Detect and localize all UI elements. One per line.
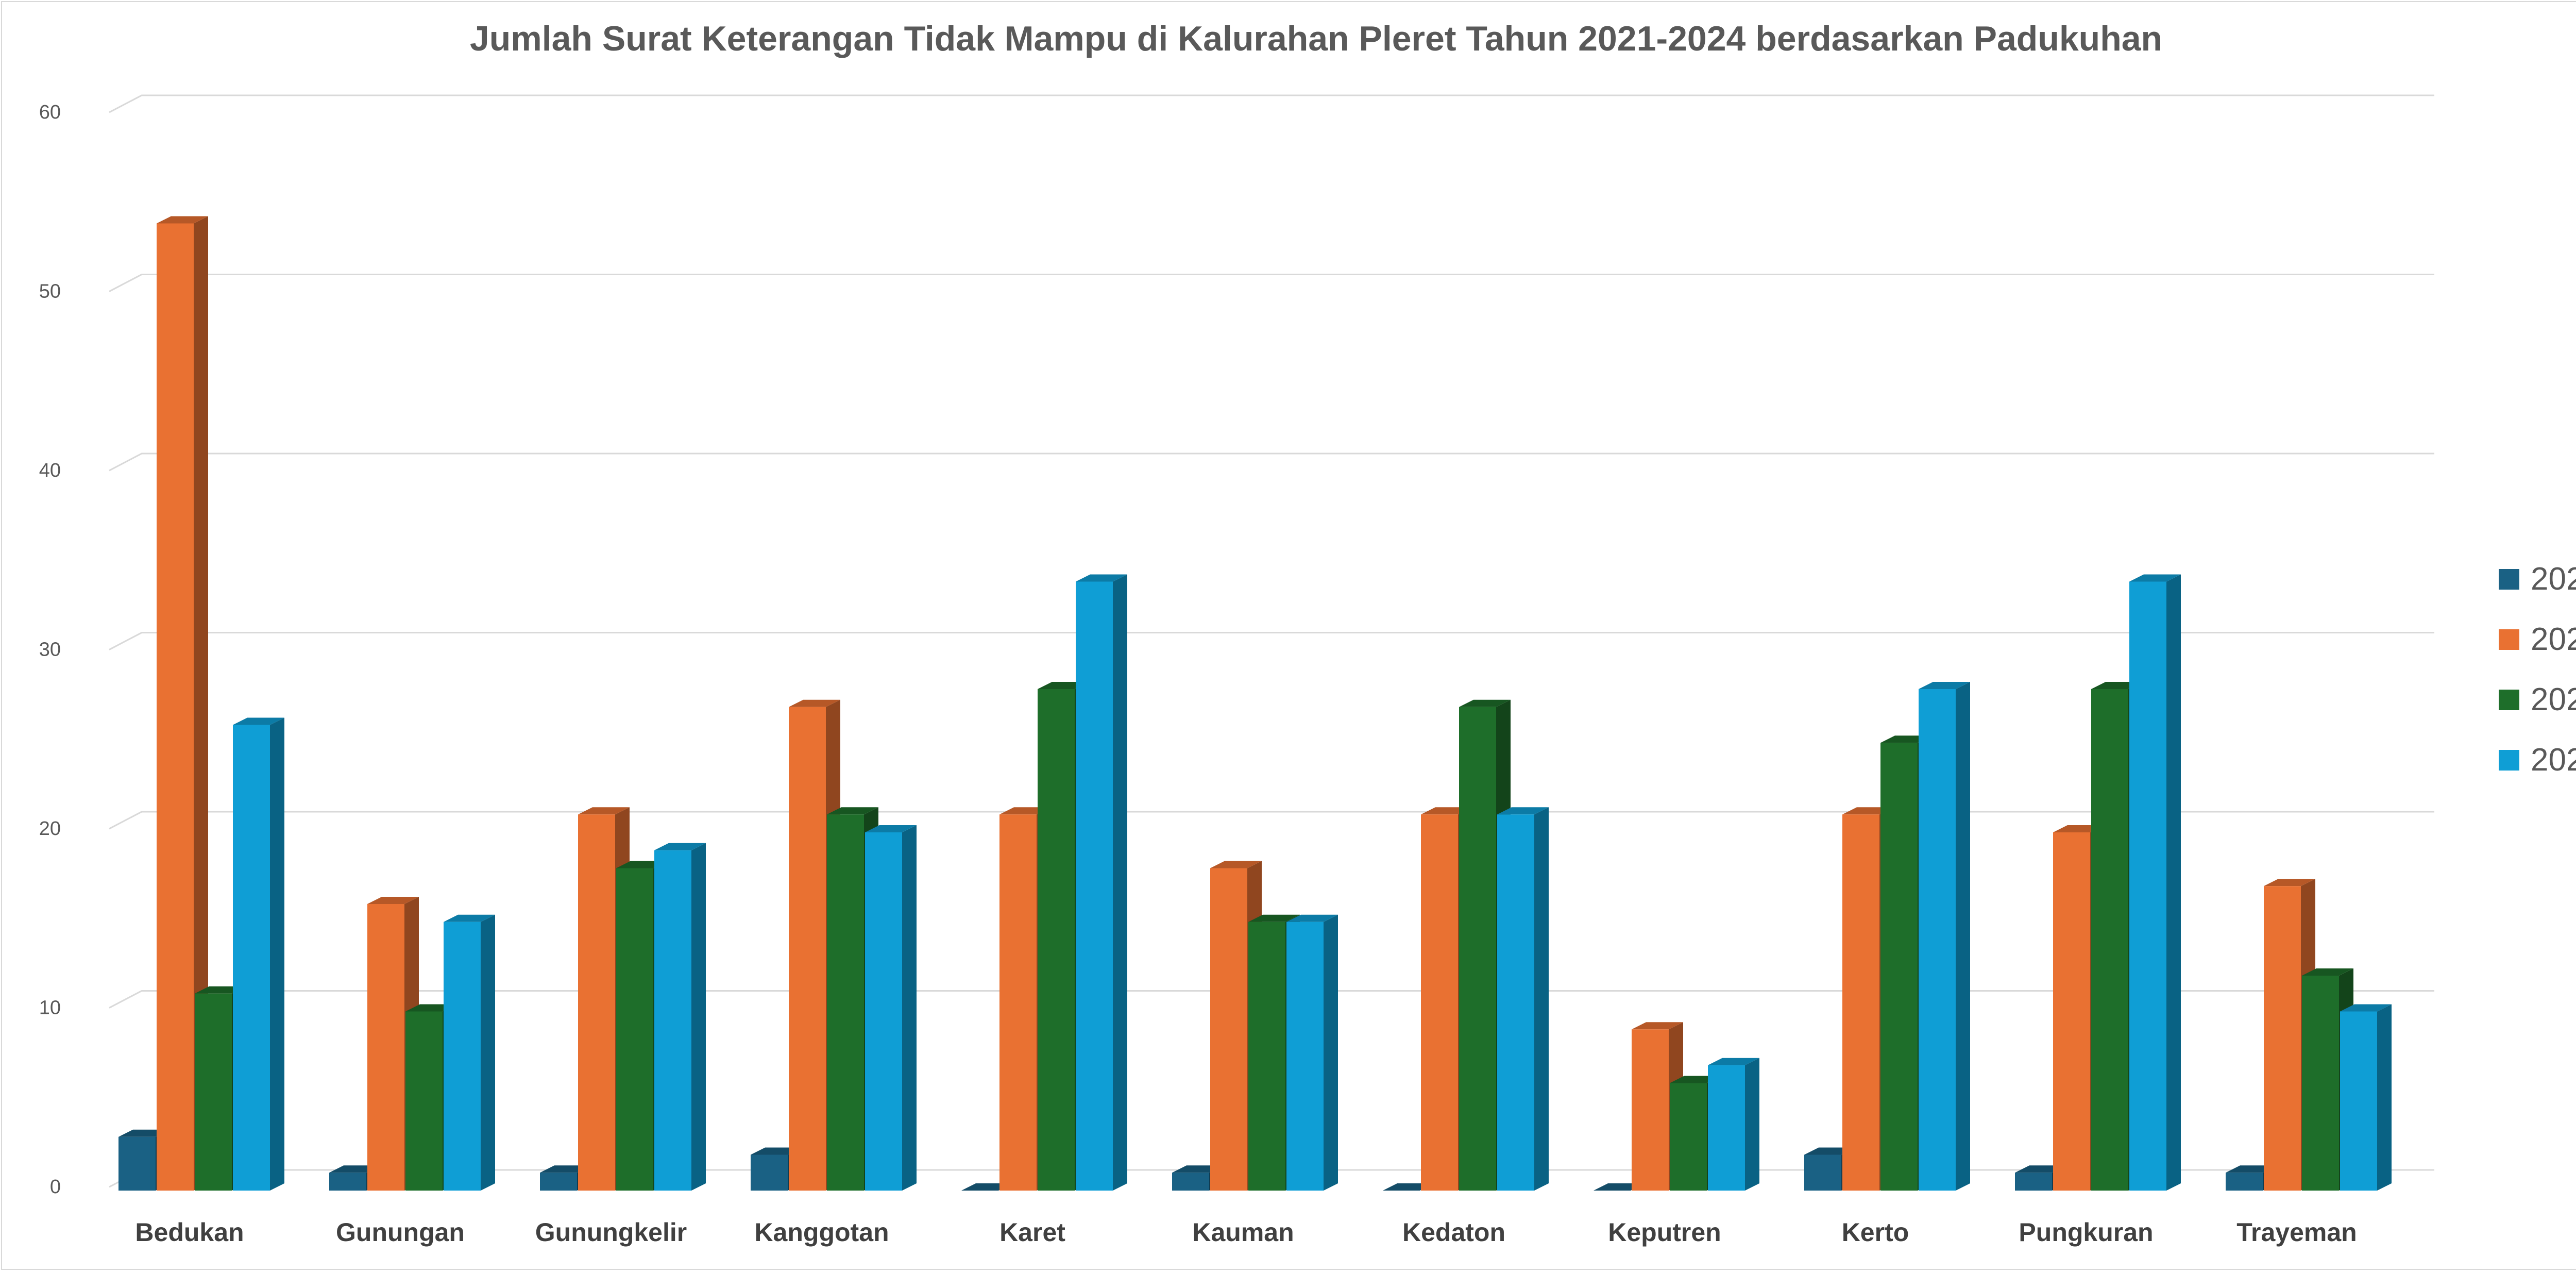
gridline-40 [109, 453, 2434, 472]
bar-kanggotan-2024 [865, 825, 917, 1191]
bar-kedaton-2024 [1497, 807, 1549, 1191]
gridline-10 [109, 990, 2434, 1009]
y-tick-label: 0 [50, 1176, 61, 1198]
y-tick-label: 20 [39, 818, 61, 840]
gridline-60 [109, 94, 2434, 113]
bar-keputren-2024 [1708, 1058, 1759, 1191]
bar-kerto-2024 [1919, 682, 1970, 1191]
bar-trayeman-2024 [2340, 1004, 2392, 1191]
x-tick-label: Kedaton [1402, 1218, 1505, 1247]
y-tick-label: 10 [39, 997, 61, 1019]
gridline-30 [109, 632, 2434, 650]
legend-swatch [2499, 749, 2519, 771]
x-tick-label: Kauman [1192, 1218, 1294, 1247]
y-tick-label: 60 [39, 102, 61, 123]
legend-label: 2021 [2531, 561, 2576, 597]
y-tick-label: 40 [39, 460, 61, 481]
bar-bedukan-2024 [233, 717, 284, 1191]
legend-item-2024: 2024 [2499, 730, 2576, 790]
legend-item-2023: 2023 [2499, 670, 2576, 730]
y-tick-label: 50 [39, 281, 61, 303]
x-tick-label: Gunungan [336, 1218, 465, 1247]
legend-label: 2024 [2531, 742, 2576, 778]
gridline-50 [109, 274, 2434, 292]
bar-gunungan-2024 [444, 914, 495, 1191]
bar-gunungkelir-2024 [654, 843, 706, 1191]
x-tick-label: Kanggotan [754, 1218, 889, 1247]
y-axis-ticks: 0 10 20 30 40 50 60 [39, 102, 61, 1198]
x-tick-label: Trayeman [2236, 1218, 2357, 1247]
gridline-20 [109, 811, 2434, 830]
bars [118, 216, 2392, 1191]
legend-item-2021: 2021 [2499, 549, 2576, 609]
gridlines [109, 94, 2434, 1188]
x-tick-label: Kerto [1842, 1218, 1909, 1247]
x-tick-label: Keputren [1608, 1218, 1721, 1247]
legend-label: 2023 [2531, 682, 2576, 717]
chart-title: Jumlah Surat Keterangan Tidak Mampu di K… [469, 19, 2163, 58]
bar-kauman-2024 [1286, 914, 1338, 1191]
x-tick-label: Gunungkelir [535, 1218, 687, 1247]
y-tick-label: 30 [39, 639, 61, 661]
legend-swatch [2499, 629, 2519, 650]
legend-swatch [2499, 568, 2519, 590]
bar-bedukan-2022 [157, 216, 208, 1191]
legend-swatch [2499, 689, 2519, 710]
x-axis-ticks: Bedukan Gunungan Gunungkelir Kanggotan Karet… [135, 1218, 2357, 1247]
bar-karet-2024 [1076, 574, 1127, 1191]
x-tick-label: Pungkuran [2019, 1218, 2153, 1247]
x-tick-label: Karet [999, 1218, 1065, 1247]
x-tick-label: Bedukan [135, 1218, 244, 1247]
bar-pungkuran-2024 [2129, 574, 2181, 1191]
